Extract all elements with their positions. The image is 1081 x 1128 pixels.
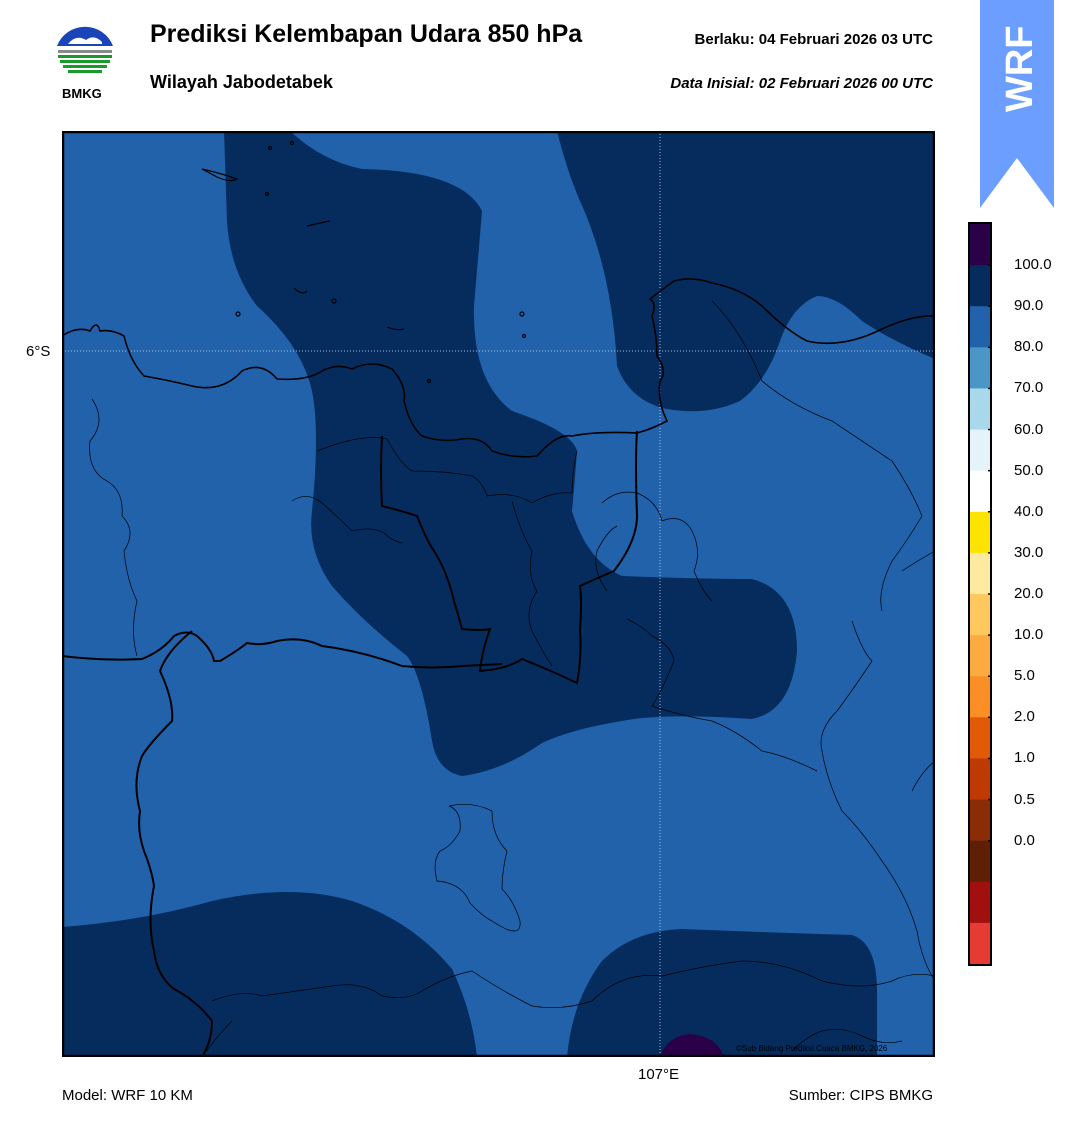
colorbar-segment: [970, 306, 990, 348]
model-label: Model: WRF 10 KM: [62, 1087, 193, 1104]
colorbar-segment: [970, 881, 990, 924]
humidity-band-100-plus: [660, 1034, 724, 1057]
colorbar-tick-label: 20.0: [1014, 585, 1044, 602]
valid-time: Berlaku: 04 Februari 2026 03 UTC: [694, 31, 933, 48]
longitude-label: 107°E: [638, 1066, 680, 1083]
colorbar-tick-label: 30.0: [1014, 543, 1044, 561]
colorbar-segment: [970, 511, 990, 554]
district-boundaries: [89, 300, 935, 1057]
map-frame: [62, 131, 935, 1057]
humidity-band-90-100-northeast: [557, 131, 935, 412]
wrf-badge-shape: [980, 0, 1054, 208]
colorbar-segment: [970, 594, 990, 636]
humidity-band-90-100-southeast: [567, 929, 877, 1057]
colorbar-segment: [970, 922, 990, 965]
colorbar: [968, 222, 992, 966]
colorbar-tick-label: 80.0: [1014, 338, 1044, 356]
colorbar-segment: [970, 224, 990, 266]
islands: [201, 140, 527, 384]
latitude-label: 6°S: [26, 343, 51, 360]
wrf-badge-label: WRF: [999, 25, 1041, 112]
colorbar-segment: [970, 429, 990, 472]
colorbar-tick-label: 2.0: [1014, 708, 1035, 726]
colorbar-segment: [970, 470, 990, 513]
humidity-band-90-100-central: [224, 131, 797, 776]
region-subtitle: Wilayah Jabodetabek: [150, 72, 333, 92]
bmkg-logo: [52, 20, 118, 86]
colorbar-tick-label: 40.0: [1014, 502, 1044, 520]
colorbar-segment: [970, 840, 990, 883]
bmkg-logo-icon: [55, 24, 115, 84]
colorbar-tick-label: 10.0: [1014, 626, 1044, 644]
colorbar-segment: [970, 676, 990, 718]
colorbar-segment: [970, 799, 990, 842]
colorbar-tick-label: 50.0: [1014, 461, 1044, 479]
colorbar-segment: [970, 552, 990, 595]
colorbar-segment: [970, 347, 990, 389]
coastline: [62, 278, 935, 458]
initial-data-time: Data Inisial: 02 Februari 2026 00 UTC: [670, 75, 933, 92]
page-title: Prediksi Kelembapan Udara 850 hPa: [150, 20, 583, 48]
colorbar-tick-label: 1.0: [1014, 749, 1035, 767]
provincial-boundary: [62, 430, 639, 1057]
colorbar-tick-label: 0.0: [1014, 831, 1035, 849]
map-copyright: ©Sub Bidang Prediksi Cuaca BMKG, 2026: [736, 1044, 888, 1053]
colorbar-segment: [970, 265, 990, 307]
colorbar-tick-label: 100.0: [1014, 256, 1052, 274]
colorbar-tick-label: 70.0: [1014, 379, 1044, 397]
colorbar-segment: [970, 758, 990, 801]
colorbar-segment: [970, 388, 990, 431]
source-label: Sumber: CIPS BMKG: [788, 1087, 933, 1104]
colorbar-tick-label: 5.0: [1014, 667, 1035, 685]
humidity-band-90-100-southwest: [62, 892, 477, 1057]
humidity-map: [62, 131, 935, 1057]
colorbar-segment: [970, 717, 990, 759]
colorbar-tick-label: 90.0: [1014, 297, 1044, 315]
logo-label: BMKG: [62, 86, 102, 101]
colorbar-tick-label: 0.5: [1014, 790, 1035, 808]
colorbar-segment: [970, 635, 990, 677]
wrf-badge: WRF: [980, 0, 1054, 210]
colorbar-tick-label: 60.0: [1014, 420, 1044, 438]
